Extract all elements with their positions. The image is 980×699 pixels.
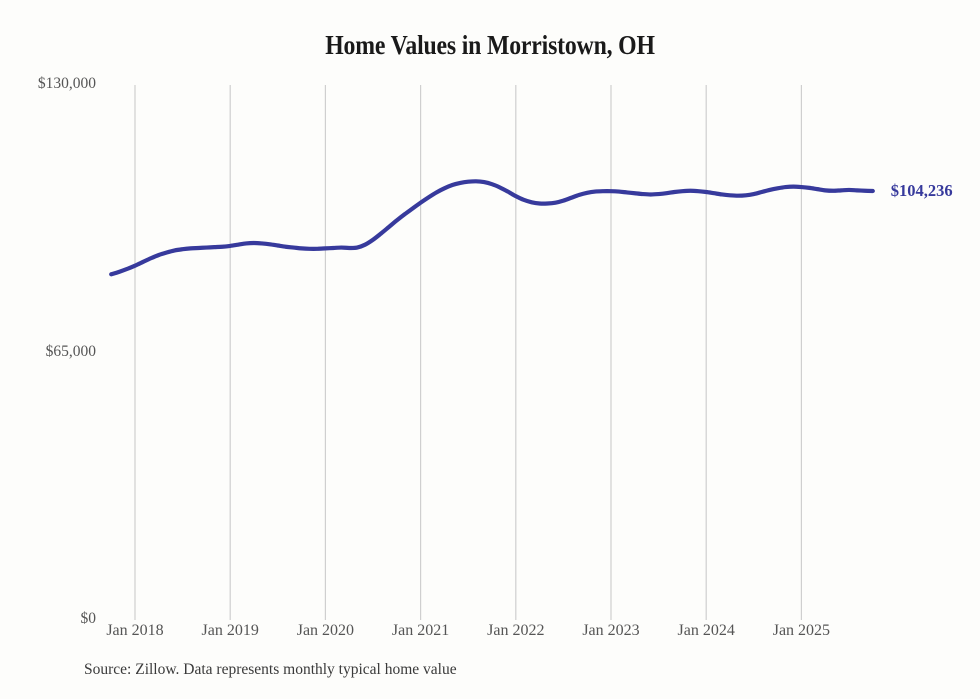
chart-title: Home Values in Morristown, OH [325,30,655,60]
x-tick-label: Jan 2024 [677,622,735,639]
x-tick-label: Jan 2025 [772,622,831,639]
x-tick-label: Jan 2019 [201,622,259,639]
y-tick-label: $130,000 [37,75,96,92]
gridlines [134,85,803,620]
x-tick-label: Jan 2018 [106,622,164,639]
x-tick-label: Jan 2023 [582,622,640,639]
source-note: Source: Zillow. Data represents monthly … [84,661,457,678]
data-line-typical-home-value [109,179,875,277]
y-tick-label: $0 [80,610,97,627]
y-tick-label: $65,000 [45,342,96,360]
x-tick-label: Jan 2022 [487,622,545,639]
end-value-label: $104,236 [890,181,953,201]
data-line-group [109,179,875,277]
x-tick-label: Jan 2021 [391,622,450,639]
x-tick-label: Jan 2020 [296,622,355,639]
